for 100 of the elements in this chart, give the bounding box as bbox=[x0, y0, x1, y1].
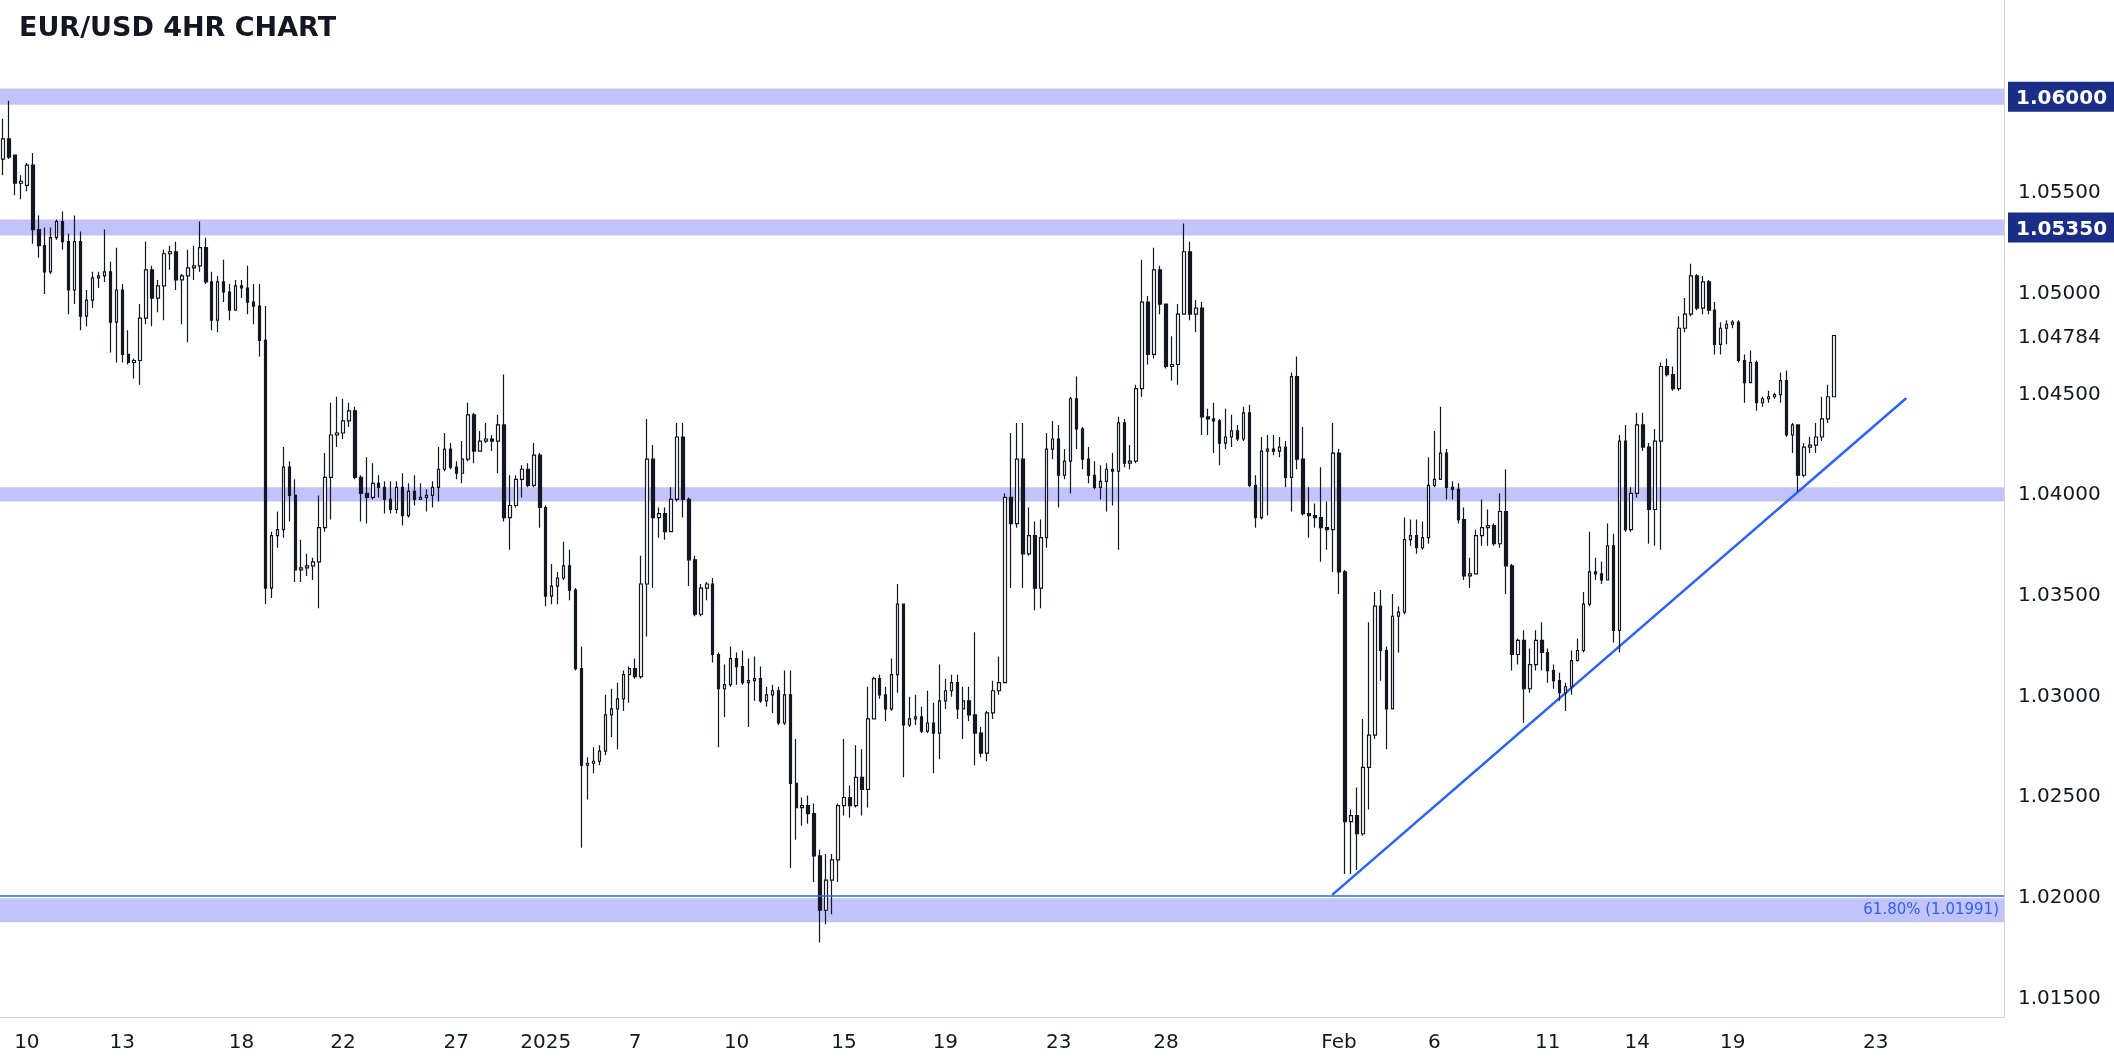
candlestick bbox=[191, 245, 197, 281]
candlestick bbox=[370, 462, 376, 501]
x-tick-label: 6 bbox=[1428, 1029, 1441, 1053]
candlestick bbox=[501, 373, 507, 523]
candlestick bbox=[644, 418, 650, 637]
candlestick bbox=[1682, 297, 1688, 333]
candlestick bbox=[1545, 647, 1550, 684]
candlestick bbox=[1384, 645, 1389, 750]
candlestick bbox=[54, 218, 59, 241]
y-tick-label: 1.03000 bbox=[2018, 682, 2101, 707]
candlestick bbox=[1414, 518, 1419, 555]
candlestick bbox=[1581, 591, 1586, 654]
candlestick bbox=[680, 422, 686, 519]
candlestick bbox=[877, 674, 882, 700]
candlestick bbox=[972, 631, 978, 766]
candlestick bbox=[221, 259, 226, 303]
candlestick bbox=[555, 571, 560, 605]
x-tick-label: 27 bbox=[443, 1029, 470, 1053]
candlestick bbox=[632, 657, 638, 680]
candlestick bbox=[543, 504, 548, 607]
candlestick bbox=[1104, 462, 1109, 513]
candlestick bbox=[1485, 508, 1491, 547]
candlestick bbox=[567, 549, 572, 601]
candlestick bbox=[1736, 319, 1741, 364]
candlestick bbox=[662, 506, 668, 541]
candlestick bbox=[770, 684, 775, 714]
candlestick bbox=[931, 702, 936, 774]
candlestick bbox=[1479, 498, 1485, 547]
candlestick bbox=[1181, 222, 1187, 315]
candlestick bbox=[1503, 468, 1509, 595]
candlestick bbox=[1211, 402, 1216, 454]
candlestick bbox=[1080, 426, 1085, 470]
candlestick bbox=[1259, 436, 1264, 521]
candlestick bbox=[1557, 672, 1562, 702]
candlestick bbox=[1527, 647, 1533, 694]
band-label: 1.06000 bbox=[2016, 84, 2108, 109]
candlestick bbox=[1623, 424, 1628, 533]
candlestick bbox=[823, 853, 829, 925]
candlestick bbox=[1658, 361, 1664, 551]
candlestick bbox=[477, 430, 483, 452]
candlestick bbox=[1193, 299, 1199, 333]
candlestick bbox=[120, 283, 125, 364]
candlestick bbox=[1354, 786, 1360, 871]
candlestick bbox=[961, 686, 966, 740]
candlestick bbox=[108, 261, 113, 354]
candlestick bbox=[1026, 506, 1032, 557]
candlestick bbox=[84, 289, 89, 327]
candlestick bbox=[358, 474, 364, 523]
x-tick-label: 19 bbox=[932, 1029, 959, 1053]
candlestick bbox=[883, 686, 888, 722]
candlestick bbox=[36, 214, 42, 259]
candlestick bbox=[340, 398, 346, 440]
candlestick bbox=[364, 456, 370, 525]
candlestick bbox=[1724, 319, 1729, 345]
candlestick bbox=[907, 696, 912, 728]
candlestick bbox=[48, 226, 53, 275]
candlestick bbox=[1533, 629, 1539, 672]
candlestick bbox=[436, 446, 441, 503]
candlestick bbox=[304, 553, 310, 577]
x-tick-label: 2025 bbox=[520, 1029, 572, 1053]
candlestick bbox=[1813, 422, 1819, 454]
candlestick bbox=[1008, 432, 1014, 589]
x-tick-label: 14 bbox=[1624, 1029, 1650, 1053]
candlestick bbox=[764, 686, 769, 708]
candlestick bbox=[281, 446, 286, 539]
candlestick bbox=[692, 555, 698, 617]
candlestick bbox=[1515, 637, 1521, 666]
candlestick bbox=[955, 674, 960, 720]
candlestick bbox=[1390, 593, 1395, 710]
candlestick bbox=[1271, 434, 1276, 456]
candlestick bbox=[245, 265, 250, 315]
candlestick bbox=[650, 444, 656, 589]
candlestick bbox=[1330, 422, 1336, 573]
candlestick bbox=[901, 603, 906, 778]
candlestick bbox=[638, 555, 644, 680]
candlestick bbox=[895, 583, 900, 694]
candlestick bbox=[716, 651, 721, 748]
candlestick bbox=[996, 655, 1002, 696]
candlestick bbox=[782, 670, 787, 726]
candlestick bbox=[418, 482, 423, 501]
candlestick bbox=[1110, 452, 1115, 507]
candlestick bbox=[1688, 263, 1694, 317]
candlestick bbox=[131, 357, 137, 380]
candlestick bbox=[406, 482, 411, 519]
candlestick bbox=[173, 241, 179, 291]
candlestick bbox=[1831, 334, 1837, 398]
candlestick bbox=[549, 563, 554, 605]
candlestick bbox=[1742, 353, 1747, 404]
candlestick bbox=[442, 432, 447, 472]
candlestick bbox=[1062, 448, 1067, 480]
x-tick-label: 23 bbox=[1863, 1029, 1889, 1053]
candlestick bbox=[871, 676, 877, 720]
candlestick bbox=[1634, 412, 1640, 499]
candlestick bbox=[1217, 418, 1222, 466]
candlestick bbox=[990, 680, 996, 720]
candlestick bbox=[465, 402, 471, 462]
candlestick bbox=[1652, 428, 1658, 547]
ref-line-label: 61.80% (1.01991) bbox=[1863, 899, 1999, 918]
candlestick bbox=[1587, 531, 1592, 607]
candlestick bbox=[1730, 319, 1735, 329]
